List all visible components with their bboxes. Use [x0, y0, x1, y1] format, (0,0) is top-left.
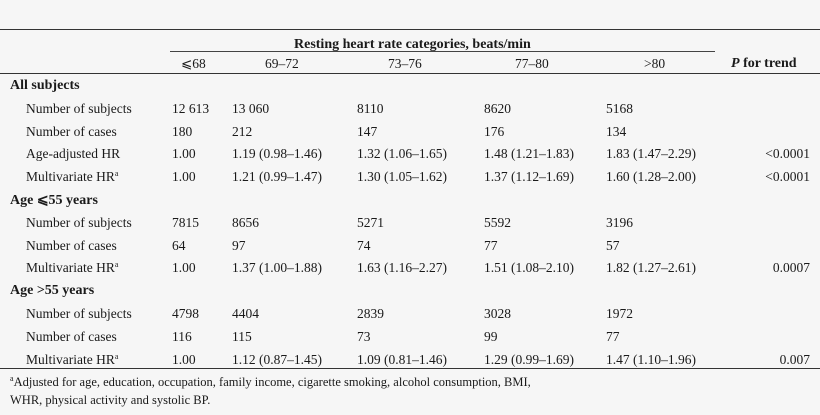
- row-label-text: Number of subjects: [26, 214, 132, 230]
- table-cell: 8620: [484, 100, 511, 116]
- table-cell: 212: [232, 123, 253, 139]
- row-label: Age-adjusted HR: [26, 146, 120, 162]
- table-cell: 2839: [357, 306, 384, 321]
- footnote-text-1: Adjusted for age, education, occupation,…: [13, 375, 531, 389]
- p-for-trend-header: P for trend: [731, 56, 797, 72]
- row-label-text: Age-adjusted HR: [26, 146, 121, 162]
- table-cell: 1.37 (1.00–1.88): [232, 260, 322, 276]
- table-cell: 1.00: [172, 169, 196, 185]
- section-title: Age >55 years: [10, 283, 95, 299]
- table-cell: 77: [606, 328, 620, 344]
- table-cell: 74: [357, 237, 371, 253]
- table-cell: 5271: [357, 214, 384, 230]
- group-header-rule: [170, 51, 715, 52]
- table-cell: 134: [606, 123, 627, 139]
- table-cell: 147: [357, 123, 378, 139]
- table-cell: 1.32 (1.06–1.65): [357, 146, 447, 162]
- table-cell: 1.60 (1.28–2.00): [606, 169, 696, 185]
- table-cell: 1.48 (1.21–1.83): [484, 146, 574, 162]
- footnote-marker: a: [10, 374, 14, 383]
- row-label-text: Multivariate HR: [26, 260, 115, 276]
- row-label-text: Number of cases: [26, 237, 117, 253]
- table-cell: 4798: [172, 306, 199, 321]
- table-cell: 1.51 (1.08–2.10): [484, 260, 574, 276]
- row-label: Number of cases: [26, 124, 117, 140]
- p-trend-cell: 0.0007: [772, 260, 810, 276]
- section-title: Age ⩽55 years: [10, 193, 98, 208]
- row-label: Multivariate HRa: [26, 352, 118, 368]
- column-header: ⩽68: [181, 56, 206, 71]
- footnote-line-1: aAdjusted for age, education, occupation…: [10, 373, 531, 391]
- row-label: Multivariate HRa: [26, 169, 118, 185]
- row-label-text: Number of subjects: [26, 306, 132, 321]
- table-cell: 3028: [484, 306, 511, 321]
- row-label-text: Number of subjects: [26, 100, 132, 116]
- table-cell: 1.00: [172, 260, 196, 276]
- group-header: Resting heart rate categories, beats/min: [294, 37, 531, 52]
- table-cell: 1.47 (1.10–1.96): [606, 351, 696, 367]
- table-cell: 99: [484, 328, 498, 344]
- row-label-text: Number of cases: [26, 123, 117, 139]
- table-cell: 57: [606, 237, 620, 253]
- table-top-rule: [0, 29, 820, 30]
- footnote-ref: a: [114, 169, 119, 179]
- column-header: 73–76: [388, 56, 422, 71]
- p-trend-cell: 0.007: [779, 351, 810, 367]
- column-header: 69–72: [265, 56, 299, 71]
- footnote-ref: a: [114, 260, 119, 270]
- row-label-text: Number of cases: [26, 328, 117, 344]
- section-title: All subjects: [10, 78, 80, 93]
- table-bottom-rule: [0, 368, 820, 369]
- row-label: Number of cases: [26, 238, 117, 254]
- table-cell: 13 060: [232, 100, 270, 116]
- row-label: Number of cases: [26, 329, 117, 345]
- table-cell: 1972: [606, 306, 633, 321]
- table-cell: 1.83 (1.47–2.29): [606, 146, 696, 162]
- row-label-text: Multivariate HR: [26, 351, 115, 367]
- table-cell: 7815: [172, 214, 199, 230]
- table-cell: 1.00: [172, 146, 196, 162]
- table-cell: 64: [172, 237, 186, 253]
- table-cell: 5592: [484, 214, 511, 230]
- row-label: Number of subjects: [26, 101, 132, 117]
- row-label: Multivariate HRa: [26, 260, 118, 276]
- row-label: Number of subjects: [26, 215, 132, 231]
- table-cell: 116: [172, 328, 192, 344]
- table-cell: 1.30 (1.05–1.62): [357, 169, 447, 185]
- table-cell: 1.21 (0.99–1.47): [232, 169, 322, 185]
- table-cell: 77: [484, 237, 498, 253]
- table-cell: 97: [232, 237, 246, 253]
- table-cell: 4404: [232, 306, 259, 321]
- footnote-line-2: WHR, physical activity and systolic BP.: [10, 393, 211, 407]
- table-cell: 1.82 (1.27–2.61): [606, 260, 696, 276]
- table-cell: 115: [232, 328, 252, 344]
- footnote-ref: a: [114, 351, 119, 361]
- table-cell: 1.00: [172, 351, 196, 367]
- header-bottom-rule: [0, 73, 820, 74]
- column-header: 77–80: [515, 56, 549, 71]
- table-cell: 1.63 (1.16–2.27): [357, 260, 447, 276]
- p-italic: P: [731, 56, 740, 71]
- table-cell: 1.29 (0.99–1.69): [484, 351, 574, 367]
- table-cell: 5168: [606, 100, 633, 116]
- table-cell: 8110: [357, 100, 384, 116]
- table-cell: 176: [484, 123, 505, 139]
- p-trend-cell: <0.0001: [765, 146, 810, 162]
- table-cell: 1.19 (0.98–1.46): [232, 146, 322, 162]
- row-label-text: Multivariate HR: [26, 169, 115, 185]
- table-cell: 3196: [606, 214, 633, 230]
- table-cell: 1.37 (1.12–1.69): [484, 169, 574, 185]
- table-cell: 1.12 (0.87–1.45): [232, 351, 322, 367]
- row-label: Number of subjects: [26, 306, 132, 322]
- p-trend-text: for trend: [739, 56, 797, 71]
- table-cell: 73: [357, 328, 371, 344]
- column-header: >80: [644, 56, 666, 71]
- table-cell: 180: [172, 123, 193, 139]
- table-cell: 1.09 (0.81–1.46): [357, 351, 447, 367]
- table-cell: 8656: [232, 214, 259, 230]
- p-trend-cell: <0.0001: [765, 169, 810, 185]
- table-cell: 12 613: [172, 100, 210, 116]
